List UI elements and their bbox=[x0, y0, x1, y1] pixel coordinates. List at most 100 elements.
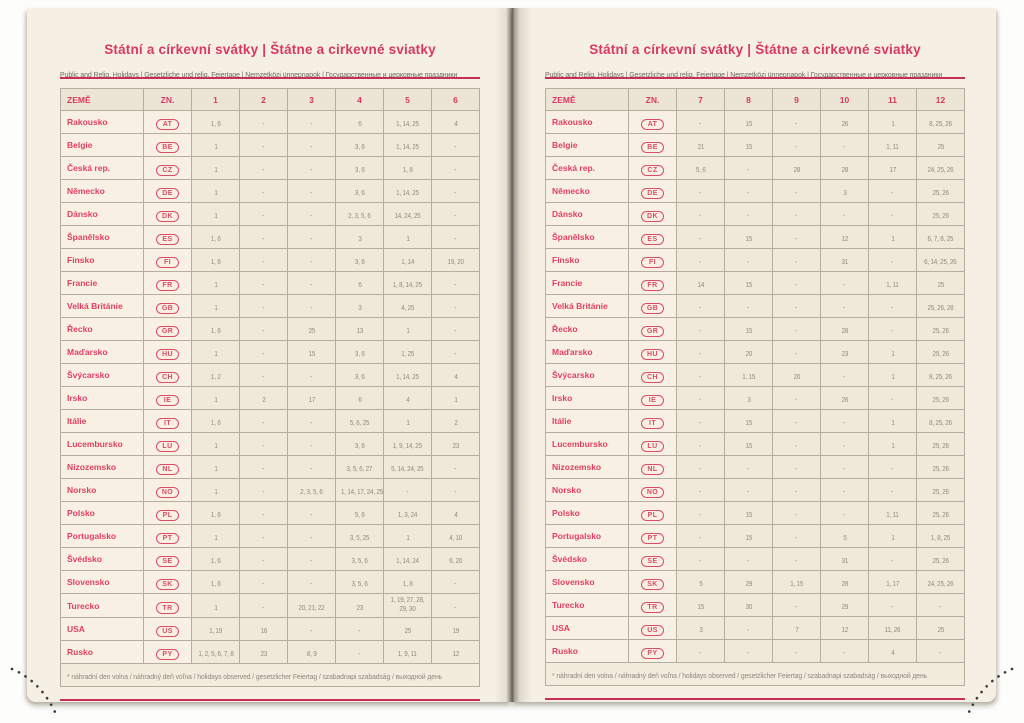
holiday-dates: 25, 26 bbox=[932, 487, 949, 496]
holiday-dates: - bbox=[891, 257, 894, 266]
country-name: Česká rep. bbox=[545, 156, 629, 180]
holiday-dates-cell: 14 bbox=[676, 271, 725, 295]
country-code-badge: PL bbox=[641, 509, 664, 521]
holiday-dates: 1, 15 bbox=[742, 372, 755, 381]
holiday-dates: - bbox=[262, 487, 265, 496]
holiday-dates: 1, 11 bbox=[886, 280, 899, 289]
holiday-dates: - bbox=[699, 510, 702, 519]
holiday-dates-cell: 19, 20 bbox=[431, 248, 480, 272]
holiday-dates-cell: - bbox=[724, 202, 773, 226]
country-row: Finsko FI - - - 31 - 6, 14, 25, 26 bbox=[545, 248, 965, 272]
code-cell: IT bbox=[143, 409, 192, 433]
holiday-dates-cell: 29 bbox=[724, 570, 773, 594]
holiday-dates-cell: - bbox=[868, 455, 917, 479]
country-code-badge: TR bbox=[156, 602, 179, 614]
holiday-dates-cell: 25 bbox=[916, 133, 965, 157]
holiday-dates: 5, 14, 24, 25 bbox=[391, 464, 424, 473]
code-cell: FR bbox=[628, 271, 677, 295]
code-cell: NO bbox=[143, 478, 192, 502]
holiday-dates: 26 bbox=[841, 395, 848, 404]
holiday-dates-cell: - bbox=[676, 501, 725, 525]
holiday-dates: - bbox=[310, 372, 313, 381]
holiday-dates-cell: 25, 26 bbox=[916, 478, 965, 502]
holiday-dates-cell: - bbox=[239, 524, 288, 548]
holiday-dates-cell: 1, 25 bbox=[383, 340, 432, 364]
country-row: Španělsko ES 1, 6 - - 3 1 - bbox=[60, 225, 480, 249]
holiday-dates: 1 bbox=[213, 165, 218, 174]
holiday-dates: - bbox=[747, 556, 750, 565]
holiday-dates: 25, 26 bbox=[932, 441, 949, 450]
holiday-dates-cell: 1, 14, 25 bbox=[383, 110, 432, 134]
holiday-dates-cell: 2 bbox=[431, 409, 480, 433]
holiday-dates-cell: 3, 6 bbox=[335, 432, 384, 456]
country-row: Švýcarsko CH - 1, 15 20 - 1 8, 25, 26 bbox=[545, 363, 965, 387]
country-row: Rakousko AT - 15 - 26 1 8, 25, 26 bbox=[545, 110, 965, 134]
holiday-dates-cell: 6, 20 bbox=[431, 547, 480, 571]
holiday-dates-cell: 1 bbox=[868, 363, 917, 387]
holiday-dates: - bbox=[310, 533, 313, 542]
holiday-dates-cell: - bbox=[724, 156, 773, 180]
holiday-dates-cell: 3, 6 bbox=[335, 133, 384, 157]
holiday-dates: - bbox=[699, 464, 702, 473]
holiday-dates: - bbox=[891, 395, 894, 404]
holiday-dates: - bbox=[454, 464, 457, 473]
column-header-month: 9 bbox=[772, 88, 821, 111]
holiday-dates: 1, 6 bbox=[210, 556, 221, 565]
holiday-dates: 1 bbox=[213, 303, 218, 312]
header-rule bbox=[60, 77, 480, 79]
holiday-dates-cell: 25, 26 bbox=[916, 340, 965, 364]
holiday-dates: 1 bbox=[890, 441, 895, 450]
holiday-dates: 1 bbox=[213, 188, 218, 197]
holiday-dates: 1, 2, 5, 6, 7, 8 bbox=[197, 649, 234, 658]
holiday-dates: 6 bbox=[357, 119, 362, 128]
country-code-badge: PY bbox=[641, 647, 664, 659]
holiday-dates: 1, 6 bbox=[210, 257, 221, 266]
holiday-dates-cell: 4 bbox=[431, 501, 480, 525]
holiday-dates-cell: - bbox=[287, 110, 336, 134]
holiday-dates: 15 bbox=[745, 441, 752, 450]
holiday-dates: 25, 26 bbox=[932, 510, 949, 519]
holiday-dates: - bbox=[454, 211, 457, 220]
holiday-dates-cell: - bbox=[335, 640, 384, 664]
holiday-dates: 12 bbox=[841, 625, 848, 634]
code-cell: DE bbox=[628, 179, 677, 203]
country-name: Španělsko bbox=[545, 225, 629, 249]
holiday-dates-cell: - bbox=[287, 248, 336, 272]
country-name: Švýcarsko bbox=[60, 363, 144, 387]
holiday-dates: 12 bbox=[841, 234, 848, 243]
page-subtitle-text: Public and Relig. Holidays | Gesetzliche… bbox=[60, 70, 458, 79]
code-cell: SE bbox=[628, 547, 677, 571]
holiday-dates-cell: - bbox=[772, 593, 821, 617]
holiday-dates-cell: - bbox=[676, 455, 725, 479]
holiday-dates: 15 bbox=[745, 119, 752, 128]
holiday-dates: 30 bbox=[745, 602, 752, 611]
country-code-badge: NO bbox=[641, 486, 664, 498]
holiday-dates: 1 bbox=[213, 280, 218, 289]
holiday-dates: 15 bbox=[308, 349, 315, 358]
holiday-dates: - bbox=[310, 142, 313, 151]
holiday-dates: 1 bbox=[213, 464, 218, 473]
holiday-dates: 15 bbox=[745, 234, 752, 243]
country-code-badge: AT bbox=[156, 118, 179, 130]
country-code-badge: IT bbox=[156, 417, 179, 429]
holiday-dates-cell: - bbox=[724, 179, 773, 203]
holiday-dates-cell: - bbox=[239, 294, 288, 318]
holiday-dates: 1, 9, 14, 25 bbox=[392, 441, 423, 450]
holiday-dates: 19, 20 bbox=[447, 257, 464, 266]
holiday-dates-cell: - bbox=[676, 639, 725, 663]
country-code-badge: CZ bbox=[156, 164, 179, 176]
holiday-dates-cell: 25, 26 bbox=[916, 179, 965, 203]
holiday-dates: - bbox=[747, 303, 750, 312]
holiday-dates: 1, 14, 24 bbox=[396, 556, 419, 565]
holiday-dates-cell: 1 bbox=[868, 432, 917, 456]
code-cell: ES bbox=[628, 225, 677, 249]
code-cell: PT bbox=[628, 524, 677, 548]
holiday-dates-cell: 1, 14, 25 bbox=[383, 363, 432, 387]
holiday-dates: - bbox=[358, 626, 361, 635]
holiday-dates-cell: - bbox=[431, 271, 480, 295]
holiday-dates-cell: - bbox=[431, 179, 480, 203]
code-cell: DE bbox=[143, 179, 192, 203]
holiday-dates: - bbox=[262, 211, 265, 220]
holiday-dates-cell: 1 bbox=[383, 317, 432, 341]
holiday-dates: 3 bbox=[357, 234, 362, 243]
